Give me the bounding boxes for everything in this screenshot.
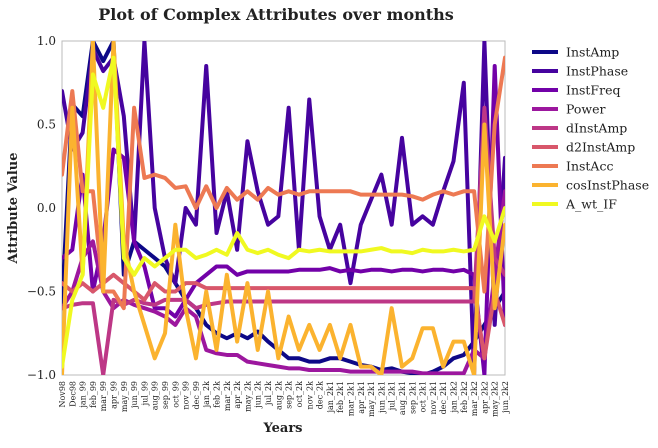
legend-label: d2InstAmp xyxy=(566,140,635,155)
series-line-instacc xyxy=(62,55,505,311)
x-tick-label: jan_2k2 xyxy=(449,381,458,413)
x-tick-label: may_2k1 xyxy=(367,381,376,417)
legend-label: A_wt_IF xyxy=(565,197,617,212)
x-tick-label: jan_2k1 xyxy=(326,381,335,413)
series-line-a-wt-if xyxy=(62,55,505,369)
x-tick-label: may_99 xyxy=(120,381,129,412)
x-tick-label: oct_2k1 xyxy=(419,381,428,413)
legend-label: InstAmp xyxy=(566,45,619,60)
y-axis-ticks: 1.0 0.5 0.0 −0.5 −1.0 xyxy=(27,34,56,382)
x-tick-label: nov_99 xyxy=(182,381,191,410)
x-tick-label: feb_2k2 xyxy=(460,381,469,413)
series-layer xyxy=(62,41,505,375)
y-tick-label: −0.5 xyxy=(27,285,56,299)
x-tick-label: aug_99 xyxy=(151,381,160,410)
x-tick-label: jun_2k1 xyxy=(377,381,386,414)
y-tick-label: 0.5 xyxy=(37,118,56,132)
legend-label: dInstAmp xyxy=(566,121,627,136)
legend-label: InstFreq xyxy=(566,83,620,98)
series-line-power xyxy=(62,189,505,375)
x-tick-label: sep_99 xyxy=(161,381,170,409)
legend-label: Power xyxy=(566,102,606,117)
x-tick-label: nov_2k1 xyxy=(429,381,438,415)
x-tick-label: jul_2k1 xyxy=(388,381,397,411)
x-tick-label: aug_2k xyxy=(274,381,283,410)
series-line-instfreq xyxy=(62,64,505,375)
legend-label: InstAcc xyxy=(566,159,613,174)
chart-title: Plot of Complex Attributes over months xyxy=(98,5,454,24)
x-tick-label: apr_99 xyxy=(110,381,119,409)
x-tick-label: sep_2k xyxy=(285,381,294,409)
x-tick-label: aug_2k1 xyxy=(398,381,407,415)
x-tick-label: dec_2k1 xyxy=(439,381,448,414)
x-tick-label: Nov98 xyxy=(58,381,67,408)
x-tick-label: may_2k xyxy=(243,381,252,412)
y-tick-label: 1.0 xyxy=(37,34,56,48)
x-tick-label: jul_99 xyxy=(140,381,149,406)
y-tick-label: −1.0 xyxy=(27,368,56,382)
x-tick-label: jan_99 xyxy=(79,381,88,409)
x-tick-label: feb_99 xyxy=(89,381,98,408)
x-tick-label: mar_99 xyxy=(99,381,108,411)
series-line-instphase xyxy=(62,41,505,375)
x-tick-label: apr_2k xyxy=(233,381,242,409)
x-tick-label: jul_2k xyxy=(264,381,273,406)
x-axis-ticks: Nov98 Dec98 jan_99 feb_99 mar_99 apr_99 may_99… xyxy=(58,381,510,417)
x-tick-label: dec_99 xyxy=(192,381,201,410)
x-axis-label: Years xyxy=(262,421,302,436)
x-tick-label: jan_2k xyxy=(202,381,211,408)
x-tick-label: jun_2k xyxy=(254,381,263,409)
x-tick-label: nov_2k xyxy=(305,381,314,410)
y-axis-label: Attribute Value xyxy=(6,153,21,265)
series-line-cosinstphase xyxy=(62,41,505,375)
x-tick-label: oct_99 xyxy=(171,381,180,408)
x-tick-label: dec_2k xyxy=(316,381,325,409)
x-tick-label: may_2k2 xyxy=(491,381,500,417)
x-tick-label: jun_2k2 xyxy=(501,381,510,414)
x-tick-label: mar_2k xyxy=(223,381,232,411)
legend-label: cosInstPhase xyxy=(566,178,649,193)
y-tick-label: 0.0 xyxy=(37,201,56,215)
x-tick-label: mar_2k2 xyxy=(470,381,479,416)
x-tick-label: Dec98 xyxy=(68,381,77,407)
legend: InstAmp InstPhase InstFreq Power dInstAmp d2I… xyxy=(532,45,649,212)
x-tick-label: feb_2k1 xyxy=(336,381,345,413)
x-tick-label: oct_2k xyxy=(295,381,304,408)
legend-label: InstPhase xyxy=(566,64,628,79)
x-tick-label: mar_2k1 xyxy=(346,381,355,416)
x-tick-label: feb_2k xyxy=(213,381,222,408)
x-tick-label: jun_99 xyxy=(130,381,139,409)
x-tick-label: apr_2k2 xyxy=(480,381,489,414)
x-tick-label: sep_2k1 xyxy=(408,381,417,414)
x-tick-label: apr_2k1 xyxy=(357,381,366,414)
